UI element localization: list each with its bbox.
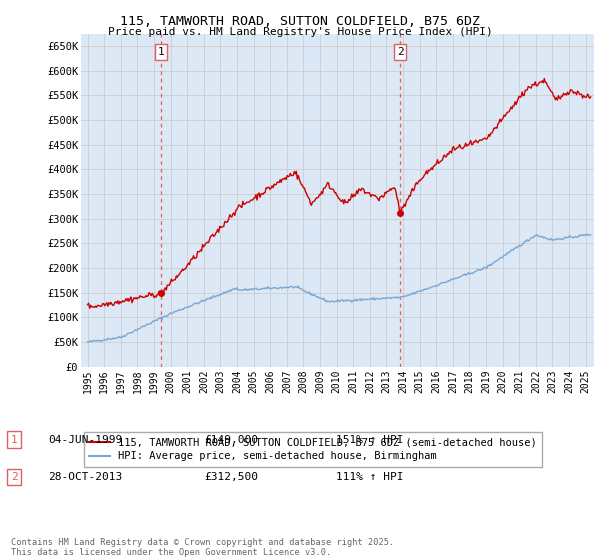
Text: £312,500: £312,500 (204, 472, 258, 482)
Text: 151% ↑ HPI: 151% ↑ HPI (336, 435, 404, 445)
Text: 28-OCT-2013: 28-OCT-2013 (48, 472, 122, 482)
Text: Contains HM Land Registry data © Crown copyright and database right 2025.
This d: Contains HM Land Registry data © Crown c… (11, 538, 394, 557)
Text: £149,000: £149,000 (204, 435, 258, 445)
Legend: 115, TAMWORTH ROAD, SUTTON COLDFIELD, B75 6DZ (semi-detached house), HPI: Averag: 115, TAMWORTH ROAD, SUTTON COLDFIELD, B7… (83, 432, 542, 466)
Text: 1: 1 (11, 435, 17, 445)
Text: 2: 2 (397, 47, 404, 57)
Text: 1: 1 (158, 47, 164, 57)
Text: 115, TAMWORTH ROAD, SUTTON COLDFIELD, B75 6DZ: 115, TAMWORTH ROAD, SUTTON COLDFIELD, B7… (120, 15, 480, 27)
Text: 04-JUN-1999: 04-JUN-1999 (48, 435, 122, 445)
Text: Price paid vs. HM Land Registry's House Price Index (HPI): Price paid vs. HM Land Registry's House … (107, 27, 493, 37)
Text: 2: 2 (11, 472, 17, 482)
Text: 111% ↑ HPI: 111% ↑ HPI (336, 472, 404, 482)
